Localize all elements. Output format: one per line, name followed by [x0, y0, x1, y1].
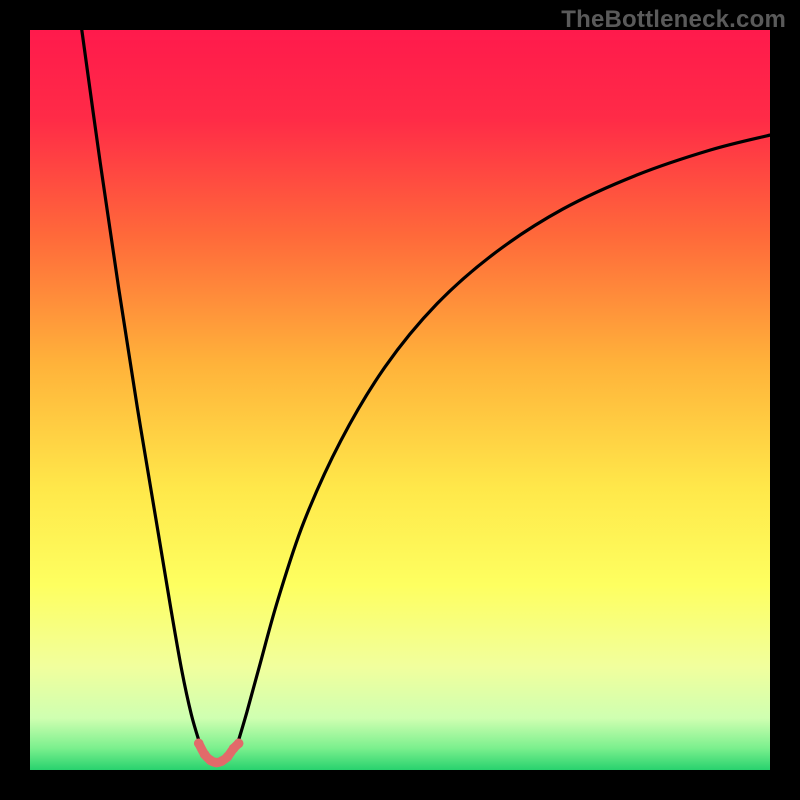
highlight-marker	[234, 739, 244, 749]
plot-area	[30, 30, 770, 770]
highlight-marker	[223, 752, 233, 762]
bottleneck-chart	[30, 30, 770, 770]
chart-frame: TheBottleneck.com	[0, 0, 800, 800]
highlight-marker	[194, 739, 204, 749]
